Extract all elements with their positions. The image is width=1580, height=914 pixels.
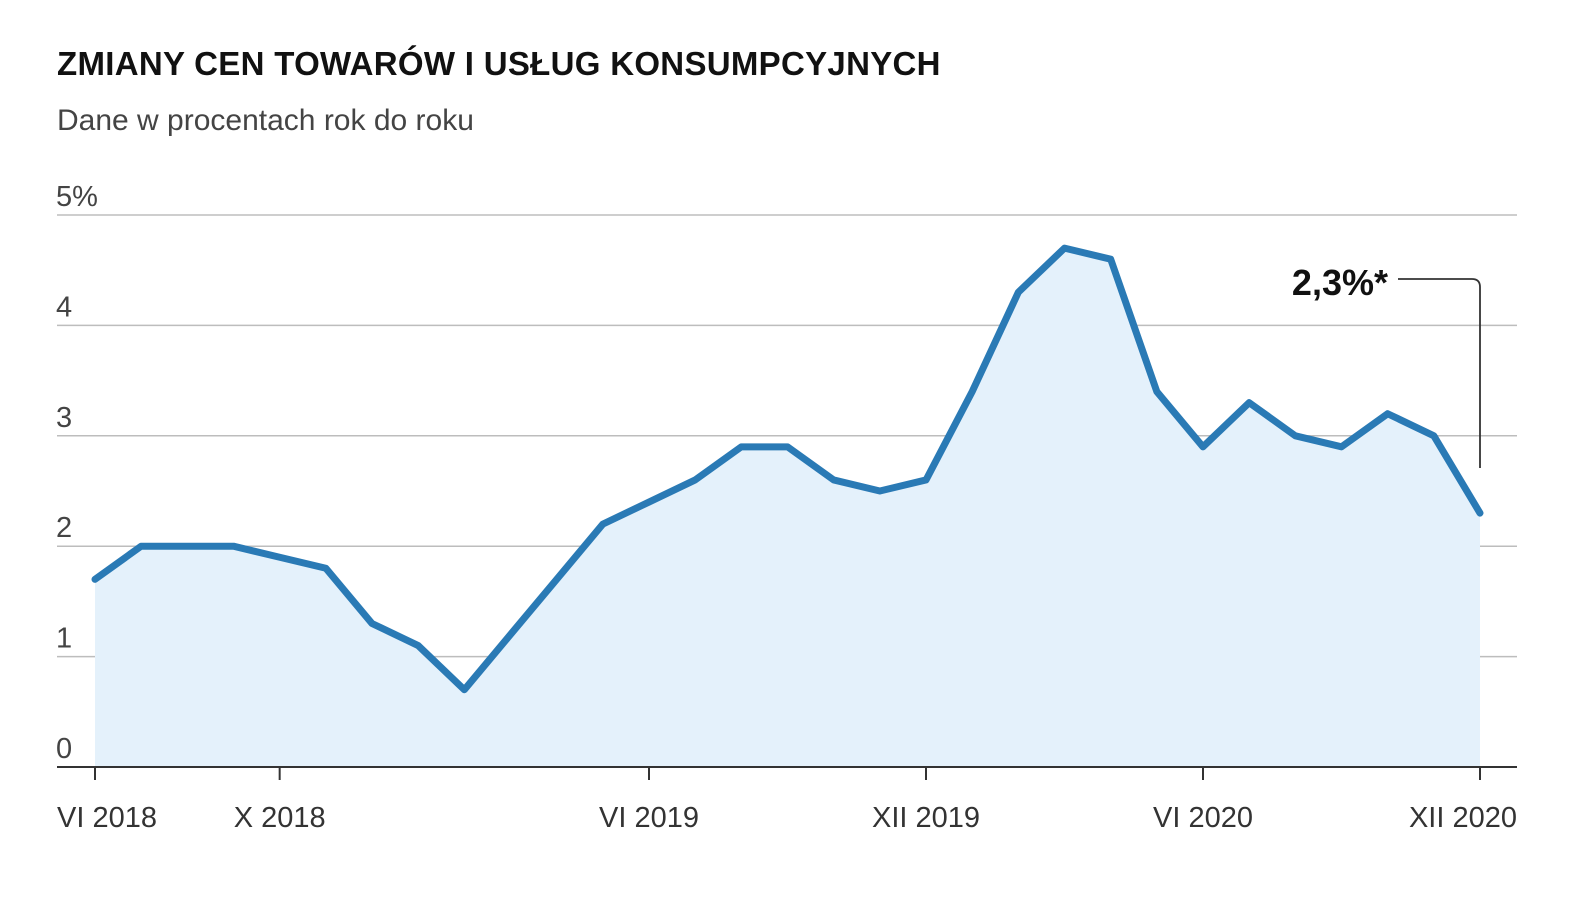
chart-title: ZMIANY CEN TOWARÓW I USŁUG KONSUMPCYJNYC… xyxy=(57,45,941,82)
x-tick-label: VI 2018 xyxy=(57,802,157,834)
x-tick-label: VI 2020 xyxy=(1153,802,1253,834)
area-fill xyxy=(95,248,1480,767)
y-tick-label: 3 xyxy=(56,402,72,434)
annotation-leader-line xyxy=(1398,278,1481,468)
y-tick-label: 4 xyxy=(56,291,72,323)
y-tick-label: 2 xyxy=(56,512,72,544)
x-tick-label: VI 2019 xyxy=(599,802,699,834)
y-tick-label: 1 xyxy=(56,623,72,655)
x-tick-label: XII 2020 xyxy=(1409,802,1517,834)
chart-subtitle: Dane w procentach rok do roku xyxy=(57,104,474,137)
series-line xyxy=(91,244,1484,694)
y-tick-label: 0 xyxy=(56,733,72,765)
x-tick-label: XII 2019 xyxy=(872,802,980,834)
x-tick-label: X 2018 xyxy=(234,802,326,834)
annotation-label: 2,3%* xyxy=(1292,262,1388,303)
y-tick-label: 5% xyxy=(56,181,98,213)
